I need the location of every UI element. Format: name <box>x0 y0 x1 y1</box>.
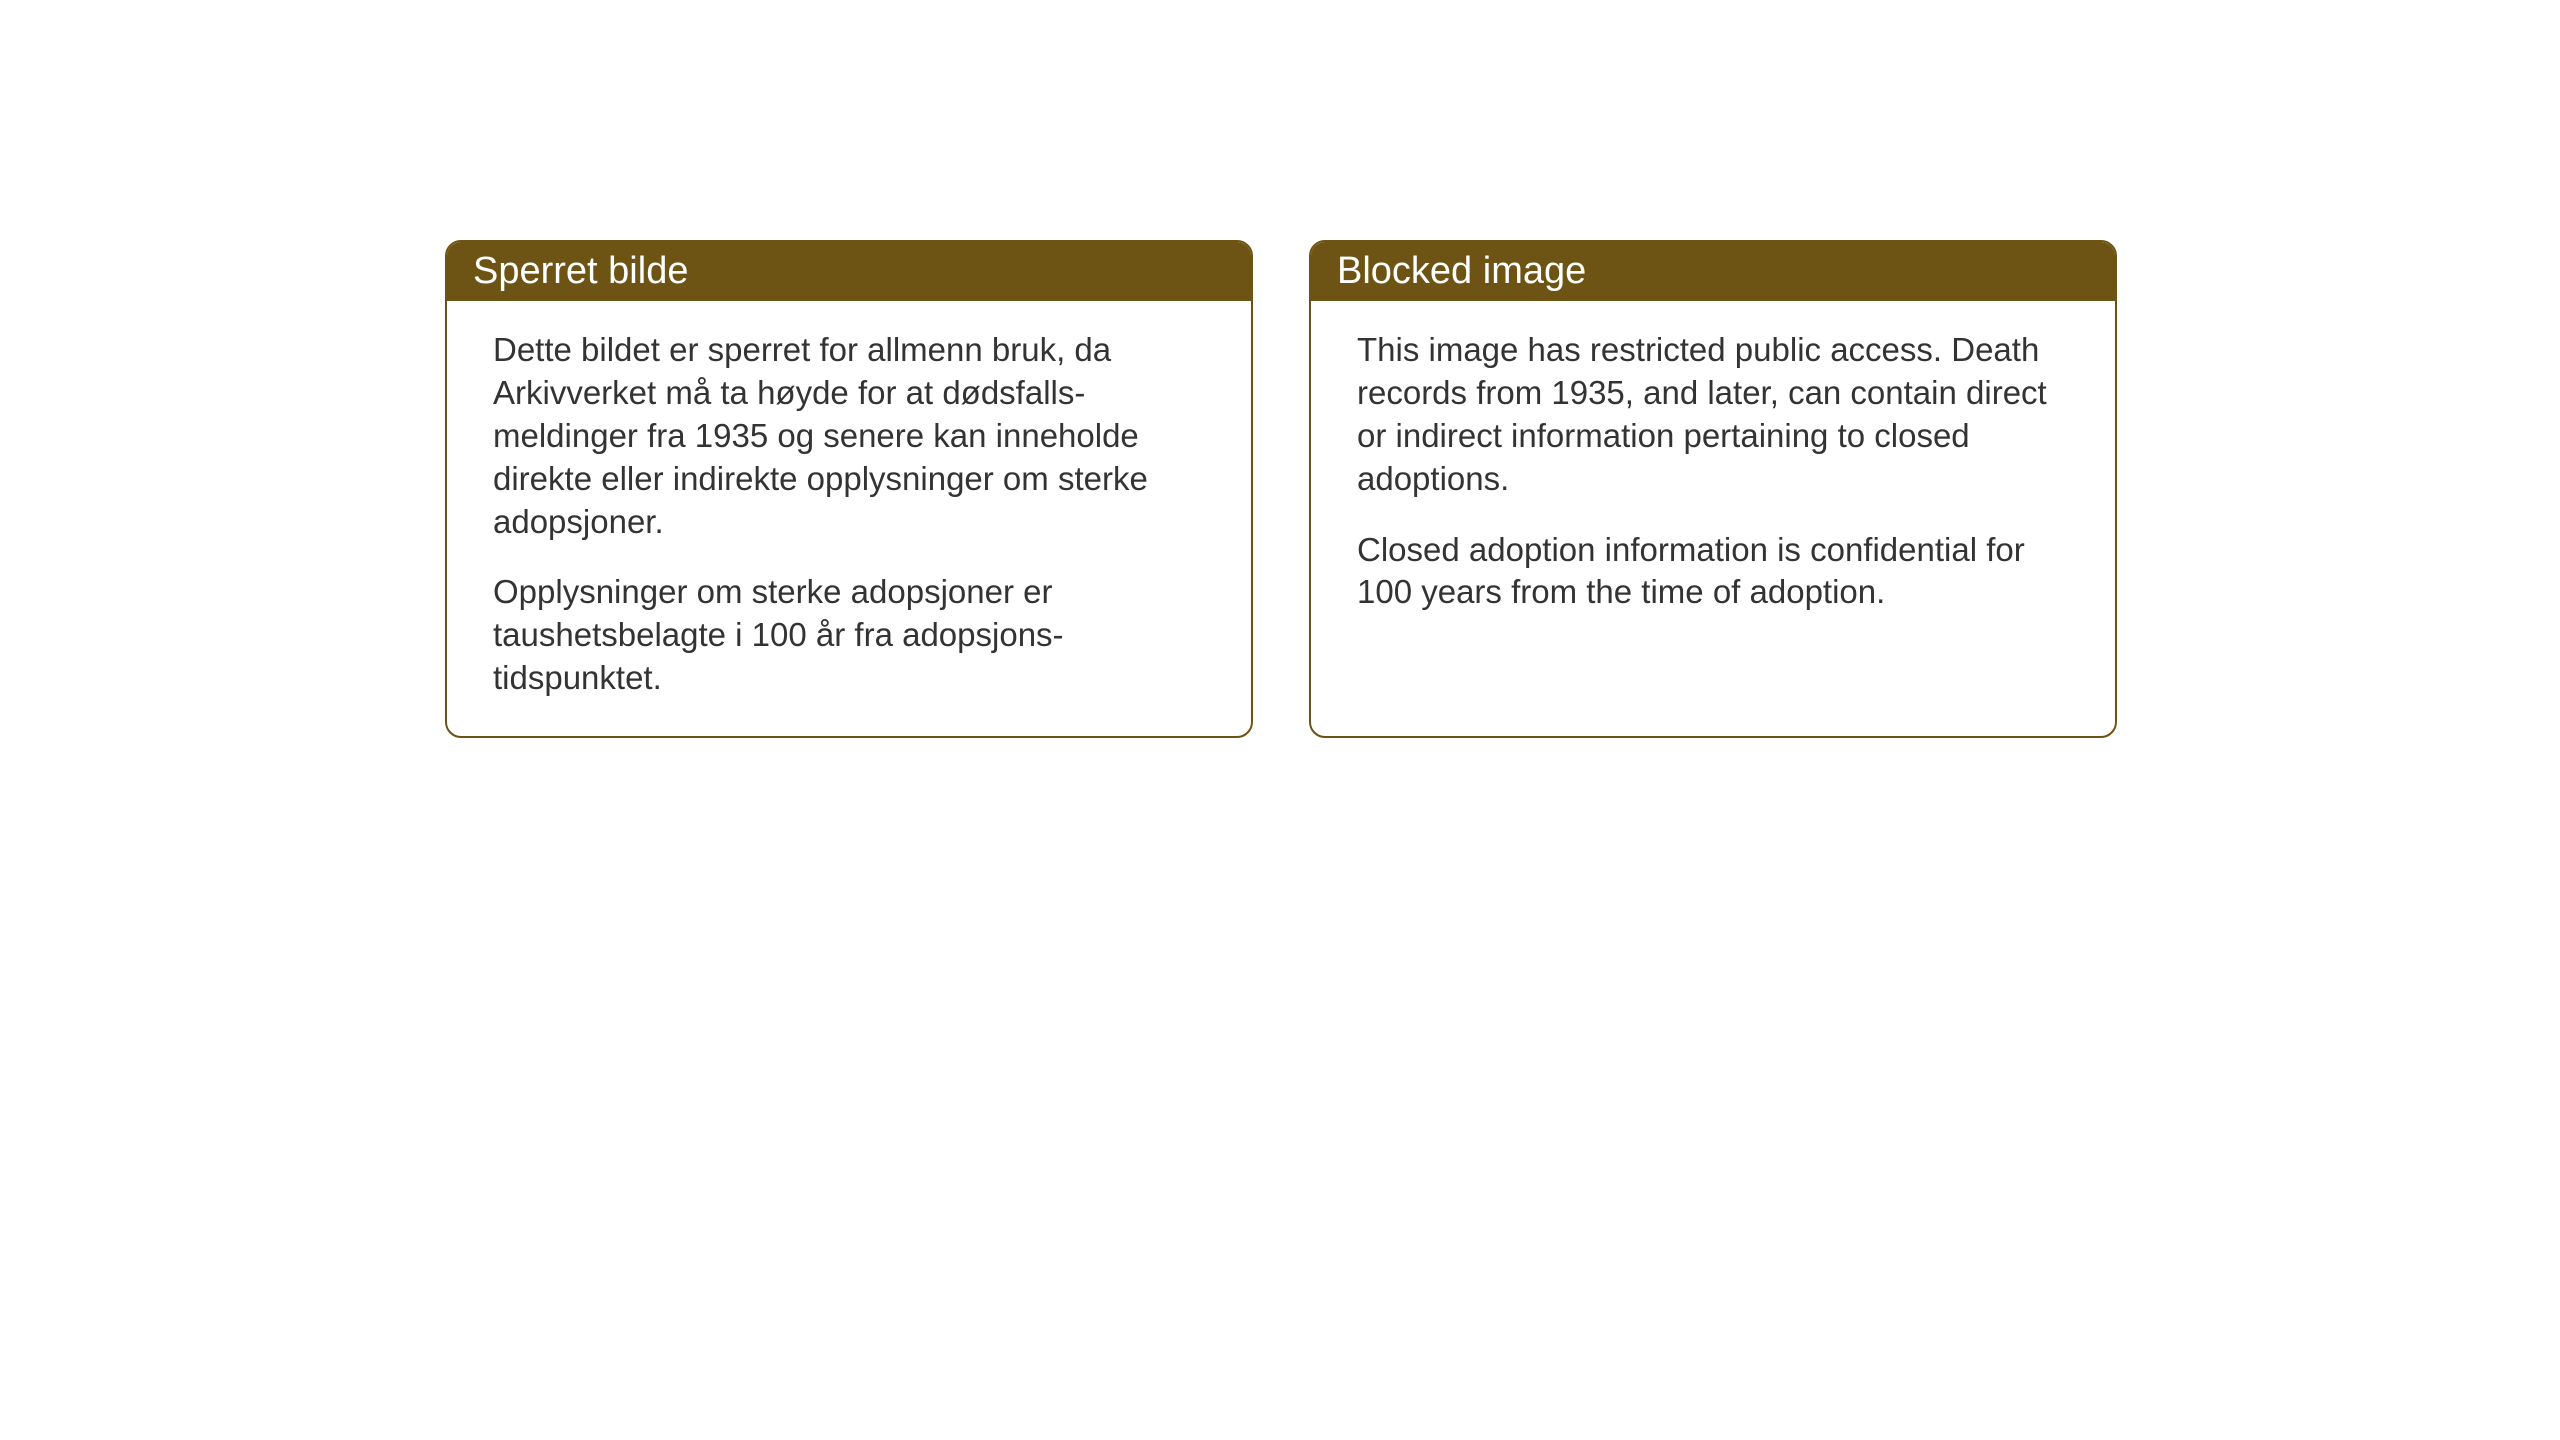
norwegian-card-body: Dette bildet er sperret for allmenn bruk… <box>447 301 1251 736</box>
norwegian-paragraph-2: Opplysninger om sterke adopsjoner er tau… <box>493 571 1205 700</box>
english-card-body: This image has restricted public access.… <box>1311 301 2115 650</box>
english-card-header: Blocked image <box>1311 242 2115 301</box>
english-card-title: Blocked image <box>1337 250 1586 292</box>
norwegian-notice-card: Sperret bilde Dette bildet er sperret fo… <box>445 240 1253 738</box>
norwegian-card-header: Sperret bilde <box>447 242 1251 301</box>
norwegian-card-title: Sperret bilde <box>473 250 688 292</box>
notice-container: Sperret bilde Dette bildet er sperret fo… <box>445 240 2117 738</box>
english-paragraph-1: This image has restricted public access.… <box>1357 329 2069 501</box>
norwegian-paragraph-1: Dette bildet er sperret for allmenn bruk… <box>493 329 1205 543</box>
english-paragraph-2: Closed adoption information is confident… <box>1357 529 2069 615</box>
english-notice-card: Blocked image This image has restricted … <box>1309 240 2117 738</box>
